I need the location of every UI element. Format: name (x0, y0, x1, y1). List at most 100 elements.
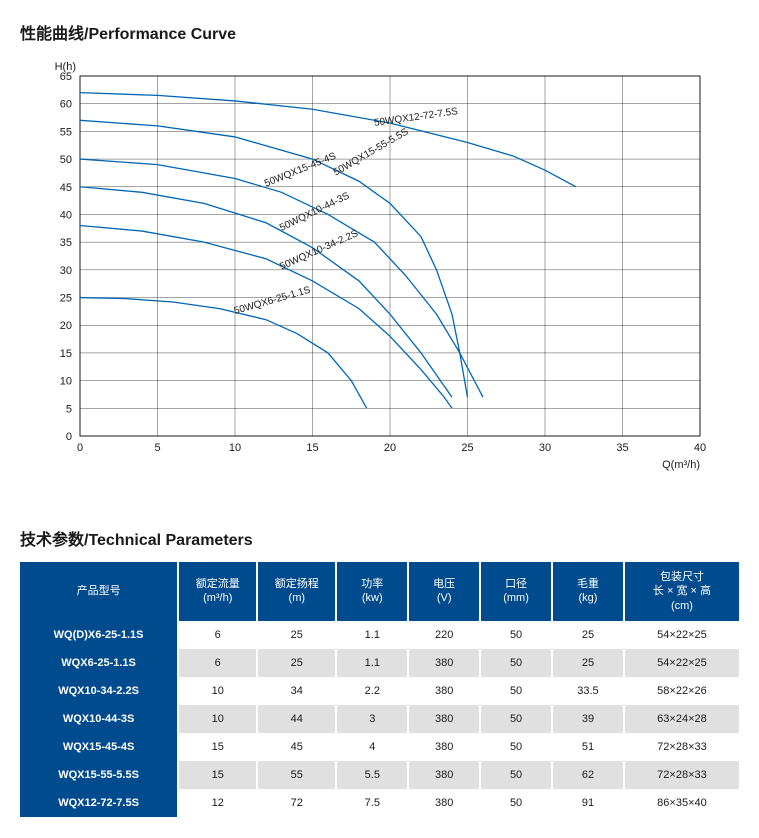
cell-power: 3 (336, 705, 408, 733)
cell-model: WQX10-34-2.2S (20, 677, 178, 705)
svg-text:40: 40 (694, 442, 706, 454)
cell-weight: 91 (552, 789, 624, 817)
svg-text:5: 5 (154, 442, 160, 454)
table-row: WQX15-55-5.5S15555.5380506272×28×33 (20, 761, 739, 789)
cell-pack: 72×28×33 (624, 761, 739, 789)
svg-text:50WQX6-25-1.1S: 50WQX6-25-1.1S (233, 285, 312, 317)
cell-model: WQX12-72-7.5S (20, 789, 178, 817)
svg-text:35: 35 (616, 442, 628, 454)
svg-text:50: 50 (60, 154, 72, 166)
cell-power: 2.2 (336, 677, 408, 705)
svg-text:10: 10 (60, 376, 72, 388)
cell-head: 55 (257, 761, 336, 789)
cell-flow: 10 (178, 677, 257, 705)
cell-flow: 6 (178, 621, 257, 649)
cell-head: 44 (257, 705, 336, 733)
table-section-title: 技术参数/Technical Parameters (20, 526, 739, 550)
svg-text:50WQX15-45-4S: 50WQX15-45-4S (263, 151, 338, 190)
col-pack: 包装尺寸长 × 宽 × 高(cm) (624, 562, 739, 621)
cell-pack: 86×35×40 (624, 789, 739, 817)
cell-head: 34 (257, 677, 336, 705)
cell-voltage: 380 (408, 761, 480, 789)
col-model: 产品型号 (20, 562, 178, 621)
table-row: WQX6-25-1.1S6251.1380502554×22×25 (20, 649, 739, 677)
cell-head: 25 (257, 621, 336, 649)
table-row: WQ(D)X6-25-1.1S6251.1220502554×22×25 (20, 621, 739, 649)
svg-text:30: 30 (60, 265, 72, 277)
cell-model: WQX15-45-4S (20, 733, 178, 761)
chart-svg: 0510152025303540051015202530354045505560… (20, 56, 720, 476)
cell-weight: 62 (552, 761, 624, 789)
table-row: WQX10-34-2.2S10342.23805033.558×22×26 (20, 677, 739, 705)
svg-text:0: 0 (77, 442, 83, 454)
col-caliber: 口径(mm) (480, 562, 552, 621)
cell-voltage: 380 (408, 733, 480, 761)
cell-caliber: 50 (480, 705, 552, 733)
col-voltage: 电压(V) (408, 562, 480, 621)
svg-text:15: 15 (60, 348, 72, 360)
cell-pack: 58×22×26 (624, 677, 739, 705)
cell-voltage: 380 (408, 649, 480, 677)
table-row: WQX12-72-7.5S12727.5380509186×35×40 (20, 789, 739, 817)
svg-text:0: 0 (66, 431, 72, 443)
svg-text:25: 25 (60, 293, 72, 305)
cell-head: 25 (257, 649, 336, 677)
svg-text:15: 15 (306, 442, 318, 454)
cell-flow: 12 (178, 789, 257, 817)
svg-text:60: 60 (60, 99, 72, 111)
cell-voltage: 220 (408, 621, 480, 649)
svg-text:45: 45 (60, 182, 72, 194)
col-power: 功率(kw) (336, 562, 408, 621)
cell-weight: 25 (552, 649, 624, 677)
table-row: WQX10-44-3S10443380503963×24×28 (20, 705, 739, 733)
cell-flow: 6 (178, 649, 257, 677)
cell-voltage: 380 (408, 789, 480, 817)
cell-model: WQX10-44-3S (20, 705, 178, 733)
svg-text:30: 30 (539, 442, 551, 454)
cell-power: 4 (336, 733, 408, 761)
cell-weight: 33.5 (552, 677, 624, 705)
cell-pack: 63×24×28 (624, 705, 739, 733)
col-head: 额定扬程(m) (257, 562, 336, 621)
cell-caliber: 50 (480, 649, 552, 677)
svg-text:20: 20 (60, 320, 72, 332)
svg-text:50WQX15-55-5.5S: 50WQX15-55-5.5S (332, 126, 411, 178)
svg-text:25: 25 (461, 442, 473, 454)
cell-caliber: 50 (480, 733, 552, 761)
cell-weight: 25 (552, 621, 624, 649)
svg-text:35: 35 (60, 237, 72, 249)
cell-model: WQ(D)X6-25-1.1S (20, 621, 178, 649)
cell-power: 5.5 (336, 761, 408, 789)
svg-text:40: 40 (60, 209, 72, 221)
cell-pack: 54×22×25 (624, 649, 739, 677)
cell-flow: 15 (178, 761, 257, 789)
svg-text:50WQX10-44-3S: 50WQX10-44-3S (278, 190, 352, 233)
svg-text:55: 55 (60, 126, 72, 138)
cell-caliber: 50 (480, 677, 552, 705)
cell-power: 7.5 (336, 789, 408, 817)
cell-model: WQX15-55-5.5S (20, 761, 178, 789)
cell-power: 1.1 (336, 621, 408, 649)
cell-power: 1.1 (336, 649, 408, 677)
cell-voltage: 380 (408, 677, 480, 705)
cell-flow: 15 (178, 733, 257, 761)
svg-text:20: 20 (384, 442, 396, 454)
cell-voltage: 380 (408, 705, 480, 733)
cell-weight: 51 (552, 733, 624, 761)
table-row: WQX15-45-4S15454380505172×28×33 (20, 733, 739, 761)
performance-chart: 0510152025303540051015202530354045505560… (20, 56, 739, 476)
cell-caliber: 50 (480, 621, 552, 649)
col-flow: 额定流量(m³/h) (178, 562, 257, 621)
cell-pack: 72×28×33 (624, 733, 739, 761)
cell-model: WQX6-25-1.1S (20, 649, 178, 677)
parameters-table: 产品型号额定流量(m³/h)额定扬程(m)功率(kw)电压(V)口径(mm)毛重… (20, 562, 739, 817)
svg-text:10: 10 (229, 442, 241, 454)
cell-weight: 39 (552, 705, 624, 733)
cell-pack: 54×22×25 (624, 621, 739, 649)
cell-flow: 10 (178, 705, 257, 733)
cell-caliber: 50 (480, 761, 552, 789)
cell-caliber: 50 (480, 789, 552, 817)
svg-text:Q(m³/h): Q(m³/h) (662, 459, 700, 471)
chart-section-title: 性能曲线/Performance Curve (20, 20, 739, 44)
col-weight: 毛重(kg) (552, 562, 624, 621)
